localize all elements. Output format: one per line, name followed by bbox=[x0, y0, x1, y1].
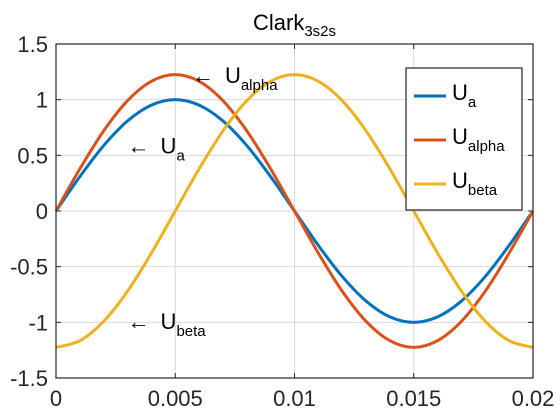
ticks bbox=[55, 43, 534, 379]
annotation-text: U bbox=[161, 133, 177, 158]
legend-label-main: U bbox=[452, 80, 468, 105]
y-tick-label: -1.5 bbox=[10, 366, 48, 391]
legend-label: Ualpha bbox=[452, 124, 505, 155]
chart-title: Clark3s2s bbox=[253, 10, 336, 40]
x-tick-label: 0.005 bbox=[148, 386, 203, 411]
x-tick-label: 0.02 bbox=[512, 386, 555, 411]
chart-title-main: Clark bbox=[253, 10, 305, 35]
legend-label-main: U bbox=[452, 124, 468, 149]
annotation-subscript: a bbox=[176, 147, 185, 164]
annotation-text: U bbox=[161, 309, 177, 334]
chart-title-subscript: 3s2s bbox=[304, 23, 336, 40]
y-tick-label: 1.5 bbox=[17, 32, 48, 57]
legend-label-subscript: a bbox=[468, 94, 477, 111]
y-tick-label: -0.5 bbox=[10, 255, 48, 280]
y-tick-label: 0.5 bbox=[17, 143, 48, 168]
annotation-arrow: ← bbox=[192, 63, 225, 88]
legend-label-main: U bbox=[452, 168, 468, 193]
legend-box bbox=[405, 67, 523, 211]
legend-label: Ua bbox=[452, 80, 477, 111]
x-tick-label: 0.015 bbox=[386, 386, 441, 411]
annotation-arrow: ← bbox=[128, 309, 161, 334]
x-tick-label: 0.01 bbox=[273, 386, 316, 411]
annotation-label: ← Ubeta bbox=[128, 309, 207, 340]
annotation-label: ← Ualpha bbox=[192, 63, 278, 94]
annotation-text: U bbox=[225, 63, 241, 88]
x-tick-label: 0 bbox=[50, 386, 62, 411]
legend-label-subscript: alpha bbox=[468, 138, 505, 155]
legend-label: Ubeta bbox=[452, 168, 498, 199]
y-tick-label: 0 bbox=[36, 199, 48, 224]
y-tick-label: -1 bbox=[28, 310, 48, 335]
y-tick-label: 1 bbox=[36, 88, 48, 113]
series-line-ualpha bbox=[54, 73, 535, 349]
series-layer bbox=[54, 73, 535, 349]
annotation-arrow: ← bbox=[128, 133, 161, 158]
annotation-subscript: alpha bbox=[241, 77, 278, 94]
annotation-label: ← Ua bbox=[128, 133, 186, 164]
tick-labels: 0 0.005 0.01 0.015 0.02 1.5 1 0.5 0 -0.5 -1 -1.5 bbox=[10, 32, 554, 411]
annotation-subscript: beta bbox=[176, 323, 206, 340]
series-line-ubeta bbox=[55, 73, 534, 349]
annotations: ← Ualpha← Ua← Ubeta bbox=[128, 63, 279, 340]
legend-label-subscript: beta bbox=[468, 182, 498, 199]
